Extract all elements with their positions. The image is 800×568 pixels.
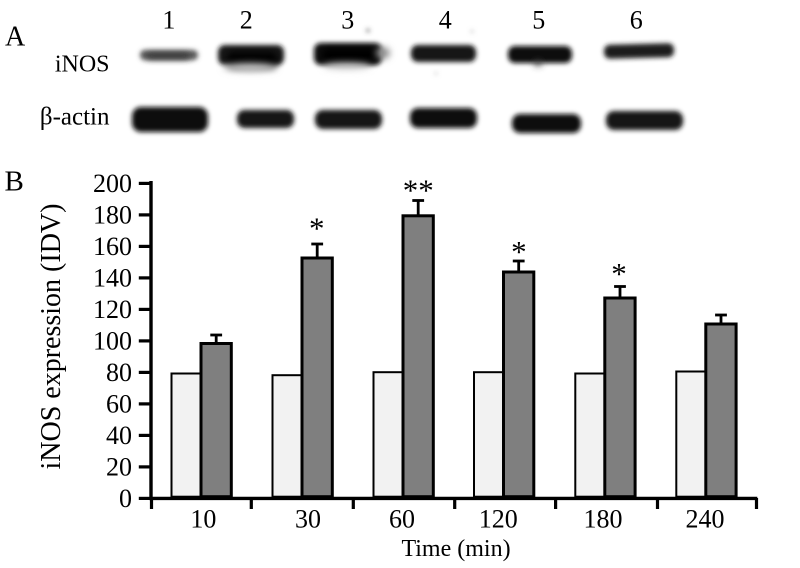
svg-text:3: 3 — [341, 5, 354, 34]
svg-text:iNOS expression (IDV): iNOS expression (IDV) — [36, 204, 67, 470]
svg-text:180: 180 — [584, 505, 623, 534]
svg-text:200: 200 — [93, 169, 132, 198]
svg-text:0: 0 — [119, 484, 132, 513]
svg-text:iNOS: iNOS — [55, 52, 110, 78]
svg-text:A: A — [5, 22, 26, 53]
svg-text:180: 180 — [93, 201, 132, 230]
svg-text:160: 160 — [93, 232, 132, 261]
svg-text:120: 120 — [93, 295, 132, 324]
svg-text:*: * — [309, 210, 325, 245]
svg-text:6: 6 — [630, 5, 643, 34]
svg-text:1: 1 — [162, 5, 175, 34]
svg-text:B: B — [5, 166, 24, 198]
svg-text:60: 60 — [106, 390, 132, 419]
svg-text:100: 100 — [93, 327, 132, 356]
svg-text:10: 10 — [190, 505, 216, 534]
svg-text:2: 2 — [240, 5, 253, 34]
svg-text:140: 140 — [93, 264, 132, 293]
svg-text:60: 60 — [389, 505, 415, 534]
svg-text:30: 30 — [295, 505, 321, 534]
svg-text:**: ** — [403, 172, 434, 207]
svg-text:Time (min): Time (min) — [401, 536, 510, 562]
svg-text:*: * — [611, 256, 627, 291]
svg-text:5: 5 — [532, 5, 545, 34]
svg-text:80: 80 — [106, 358, 132, 387]
svg-text:40: 40 — [106, 421, 132, 450]
svg-text:240: 240 — [686, 505, 725, 534]
svg-text:*: * — [511, 234, 527, 269]
svg-text:120: 120 — [479, 505, 518, 534]
svg-text:4: 4 — [439, 5, 452, 34]
svg-text:20: 20 — [106, 453, 132, 482]
svg-text:β-actin: β-actin — [40, 104, 110, 131]
